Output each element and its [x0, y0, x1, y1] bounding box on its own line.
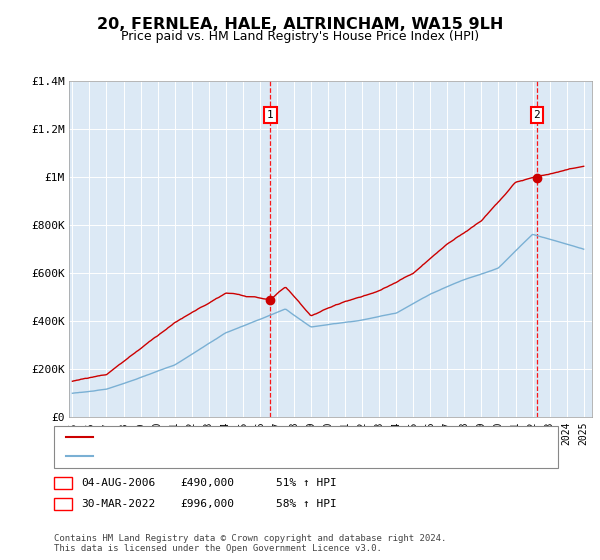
Text: Price paid vs. HM Land Registry's House Price Index (HPI): Price paid vs. HM Land Registry's House … — [121, 30, 479, 43]
Text: 51% ↑ HPI: 51% ↑ HPI — [276, 478, 337, 488]
Text: 20, FERNLEA, HALE, ALTRINCHAM, WA15 9LH (detached house): 20, FERNLEA, HALE, ALTRINCHAM, WA15 9LH … — [99, 432, 449, 442]
Text: 04-AUG-2006: 04-AUG-2006 — [81, 478, 155, 488]
Text: £996,000: £996,000 — [180, 499, 234, 509]
Text: 30-MAR-2022: 30-MAR-2022 — [81, 499, 155, 509]
Text: 1: 1 — [59, 478, 67, 488]
Text: 2: 2 — [533, 110, 540, 120]
Text: HPI: Average price, detached house, Trafford: HPI: Average price, detached house, Traf… — [99, 451, 374, 461]
Text: 1: 1 — [267, 110, 274, 120]
Text: 58% ↑ HPI: 58% ↑ HPI — [276, 499, 337, 509]
Text: £490,000: £490,000 — [180, 478, 234, 488]
Text: 2: 2 — [59, 499, 67, 509]
Text: Contains HM Land Registry data © Crown copyright and database right 2024.
This d: Contains HM Land Registry data © Crown c… — [54, 534, 446, 553]
Text: 20, FERNLEA, HALE, ALTRINCHAM, WA15 9LH: 20, FERNLEA, HALE, ALTRINCHAM, WA15 9LH — [97, 17, 503, 32]
